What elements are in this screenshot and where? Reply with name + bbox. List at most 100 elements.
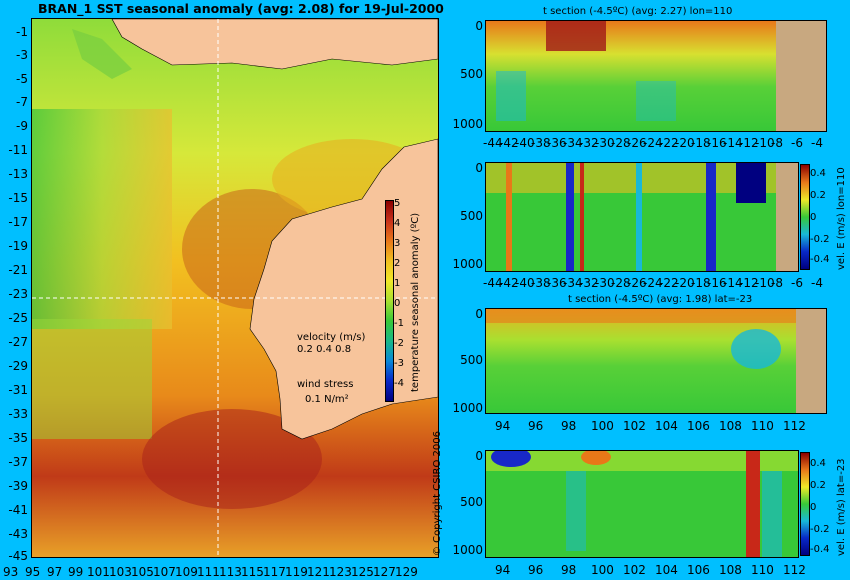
x-tick: -22 <box>659 136 679 150</box>
lon-label: 97 <box>47 565 63 579</box>
section-3-x-axis: 94 96 98 100 102 104 106 108 110 112 <box>485 420 825 434</box>
x-tick: 108 <box>719 563 742 577</box>
colorbar-tick: 4 <box>394 218 401 229</box>
copyright-notice: © Copyright CSIRO 2006 <box>432 431 443 556</box>
section-2-plot <box>485 162 799 272</box>
x-tick: -16 <box>707 276 727 290</box>
x-tick: -10 <box>755 276 775 290</box>
section-4-x-axis: 94 96 98 100 102 104 106 108 110 112 <box>485 564 825 578</box>
colorbar-tick: -3 <box>394 358 404 369</box>
x-tick: -42 <box>499 276 519 290</box>
x-tick: -24 <box>643 276 663 290</box>
x-tick: -30 <box>595 136 615 150</box>
section-2-x-axis: -44 -42 -40 -38 -36 -34 -32 -30 -28 -26 … <box>483 277 833 291</box>
x-tick: 102 <box>623 563 646 577</box>
section-2-colorbar-label: vel. E (m/s) lon=110 <box>836 167 847 270</box>
x-tick: -28 <box>611 136 631 150</box>
x-tick: -8 <box>771 136 783 150</box>
x-tick: 112 <box>783 563 806 577</box>
lat-label: -13 <box>8 167 28 181</box>
lat-label: -9 <box>16 119 28 133</box>
colorbar-tick: 1 <box>394 278 401 289</box>
x-tick: 110 <box>751 419 774 433</box>
x-tick: -34 <box>563 276 583 290</box>
colorbar-tick: 0 <box>810 212 817 223</box>
sst-anomaly-map <box>31 18 439 558</box>
y-tick: 0 <box>475 449 483 463</box>
lon-label: 127 <box>373 565 396 579</box>
y-tick: 500 <box>460 209 483 223</box>
lat-label: -19 <box>8 239 28 253</box>
lon-label: 117 <box>263 565 286 579</box>
lon-label: 111 <box>197 565 220 579</box>
x-tick: 102 <box>623 419 646 433</box>
sst-map-graphic <box>32 19 438 557</box>
map-colorbar-ticks: 5 4 3 2 1 0 -1 -2 -3 -4 <box>394 198 408 408</box>
colorbar-tick: -0.2 <box>810 524 830 535</box>
colorbar-tick: -0.2 <box>810 234 830 245</box>
colorbar-tick: 5 <box>394 198 401 209</box>
x-tick: 96 <box>528 419 544 433</box>
x-tick: -20 <box>675 276 695 290</box>
x-tick: -16 <box>707 136 727 150</box>
colorbar-tick: 0.2 <box>810 190 826 201</box>
x-tick: -22 <box>659 276 679 290</box>
x-tick: 104 <box>655 419 678 433</box>
lon-label: 99 <box>68 565 84 579</box>
x-tick: -18 <box>691 276 711 290</box>
lat-label: -29 <box>8 359 28 373</box>
colorbar-tick: 0 <box>810 502 817 513</box>
section-1-plot <box>485 20 827 132</box>
x-tick: 106 <box>687 419 710 433</box>
x-tick: -40 <box>515 276 535 290</box>
x-tick: -38 <box>531 276 551 290</box>
lat-label: -45 <box>8 549 28 563</box>
lat-label: -11 <box>8 143 28 157</box>
x-tick: 98 <box>561 419 577 433</box>
lon-label: 105 <box>131 565 154 579</box>
y-tick: 1000 <box>452 117 483 131</box>
y-tick: 1000 <box>452 257 483 271</box>
colorbar-tick: -2 <box>394 338 404 349</box>
x-tick: -38 <box>531 136 551 150</box>
lat-label: -37 <box>8 455 28 469</box>
lon-label: 119 <box>285 565 308 579</box>
y-tick: 0 <box>475 161 483 175</box>
colorbar-tick: -4 <box>394 378 404 389</box>
map-colorbar-label: temperature seasonal anomaly (ºC) <box>410 212 421 392</box>
x-tick: -4 <box>811 136 823 150</box>
x-tick: -26 <box>627 136 647 150</box>
x-tick: -32 <box>579 136 599 150</box>
lat-label: -7 <box>16 95 28 109</box>
section-3-title: t section (-4.5ºC) (avg: 1.98) lat=-23 <box>568 294 753 305</box>
lon-label: 121 <box>307 565 330 579</box>
map-colorbar <box>385 200 394 402</box>
x-tick: -10 <box>755 136 775 150</box>
lat-label: -23 <box>8 287 28 301</box>
colorbar-tick: -0.4 <box>810 544 830 555</box>
lon-label: 115 <box>241 565 264 579</box>
y-tick: 0 <box>475 307 483 321</box>
x-tick: 108 <box>719 419 742 433</box>
velocity-legend-title: velocity (m/s) <box>297 332 366 343</box>
lon-label: 107 <box>153 565 176 579</box>
x-tick: -18 <box>691 136 711 150</box>
wind-stress-value: 0.1 N/m² <box>305 394 349 405</box>
lat-label: -27 <box>8 335 28 349</box>
y-tick: 1000 <box>452 543 483 557</box>
section-4-colorbar-label: vel. E (m/s) lat=-23 <box>836 458 847 556</box>
lon-label: 109 <box>175 565 198 579</box>
section-1-y-axis: 0 500 1000 <box>452 20 483 132</box>
x-tick: 110 <box>751 563 774 577</box>
section-1-title: t section (-4.5ºC) (avg: 2.27) lon=110 <box>543 6 733 17</box>
wind-stress-title: wind stress <box>297 379 354 390</box>
x-tick: -32 <box>579 276 599 290</box>
section-3-plot <box>485 308 827 414</box>
y-tick: 500 <box>460 353 483 367</box>
lat-label: -21 <box>8 263 28 277</box>
x-tick: -30 <box>595 276 615 290</box>
colorbar-tick: 2 <box>394 258 401 269</box>
section-2-y-axis: 0 500 1000 <box>452 161 483 272</box>
colorbar-tick: -1 <box>394 318 404 329</box>
